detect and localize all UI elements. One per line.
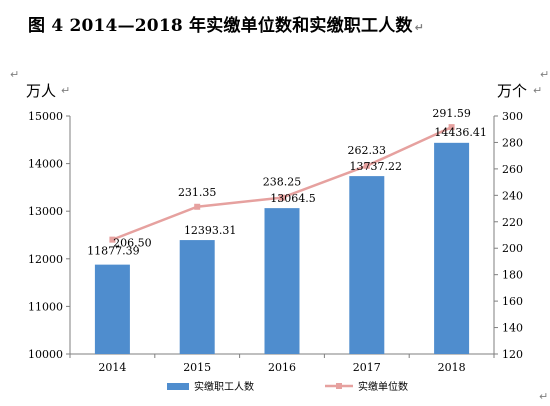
line-data-label: 291.59 [432,107,471,120]
x-axis-tick-label: 2016 [268,361,296,374]
bar-data-label: 13737.22 [350,160,403,173]
legend-line-marker [336,383,342,389]
legend-line-label: 实缴单位数 [358,380,408,393]
unit-count-point-2016 [279,194,285,201]
left-axis-tick-label: 11000 [28,300,63,313]
line-data-label: 238.25 [263,176,302,189]
right-unit-paragraph-mark: ↵ [533,84,543,97]
right-axis-tick-label: 180 [502,269,523,282]
x-axis-tick-label: 2015 [183,361,211,374]
left-axis-unit: 万人 [26,82,57,100]
unit-count-point-2014 [109,236,116,243]
right-axis-tick-label: 260 [502,163,523,176]
right-axis-tick-label: 160 [502,295,523,308]
right-axis-paragraph-mark: ↵ [540,68,550,81]
right-axis-tick-label: 120 [502,348,523,361]
bar-data-label: 14436.41 [434,126,487,139]
left-axis-paragraph-mark: ↵ [10,68,20,81]
bar-2018 [434,142,470,354]
left-unit-paragraph-mark: ↵ [61,84,71,97]
right-axis-tick-label: 240 [502,189,523,202]
line-data-label: 231.35 [178,186,217,199]
right-axis-tick-label: 200 [502,242,523,255]
x-axis-tick-label: 2014 [98,361,126,374]
unit-count-point-2015 [194,203,201,210]
x-axis-tick-label: 2017 [353,361,381,374]
title-paragraph-mark: ↵ [414,21,425,34]
line-data-label: 206.50 [113,237,152,250]
line-data-label: 262.33 [348,144,387,157]
x-axis-tick-label: 2018 [438,361,466,374]
left-axis-tick-label: 14000 [28,158,63,171]
unit-count-point-2017 [363,162,370,169]
right-axis-unit: 万个 [497,82,528,100]
unit-count-point-2018 [448,124,455,131]
left-axis-tick-label: 12000 [28,253,63,266]
left-axis-tick-label: 15000 [28,110,63,123]
figure-title-text: 图 4 2014—2018 年实缴单位数和实缴职工人数 [28,16,413,36]
bar-2015 [179,240,215,354]
right-axis-tick-label: 280 [502,136,523,149]
left-axis-tick-label: 10000 [28,348,63,361]
bar-data-label: 13064.5 [270,192,316,205]
right-axis-tick-label: 220 [502,216,523,229]
bar-2014 [94,264,130,354]
bar-data-label: 11877.39 [87,245,140,258]
bar-2017 [349,176,385,354]
right-axis-tick-label: 140 [502,322,523,335]
left-axis-tick-label: 13000 [28,205,63,218]
legend-bar-swatch [167,383,189,390]
figure-title: 图 4 2014—2018 年实缴单位数和实缴职工人数 ↵ [28,11,528,36]
legend-bar-label: 实缴职工人数 [194,380,254,393]
bottom-paragraph-mark: ↵ [539,390,549,403]
bar-2016 [264,208,300,354]
bar-data-label: 12393.31 [184,224,237,237]
right-axis-tick-label: 300 [502,110,523,123]
